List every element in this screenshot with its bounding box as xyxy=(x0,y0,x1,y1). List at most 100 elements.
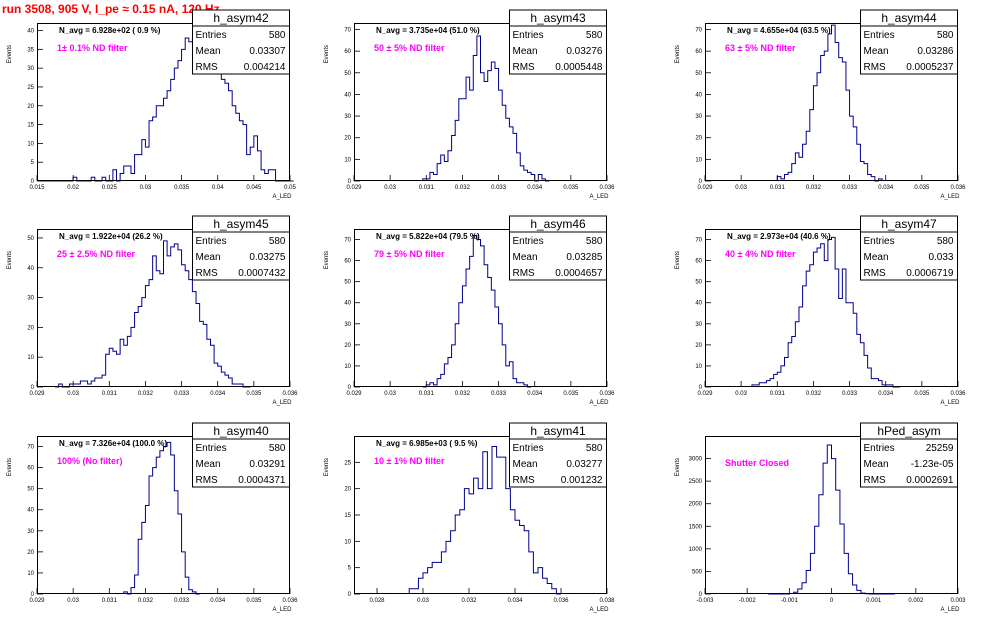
y-tick-label: 20 xyxy=(27,104,34,110)
y-axis-label: Events xyxy=(324,45,330,63)
histogram-h_asym40: 0.029 0.03 0.031 0.032 0.033 0.034 0.035 0.036 0… xyxy=(7,422,298,613)
stat-box: h_asym40 Entries 580 Mean 0.03291 RMS 0.000437… xyxy=(192,422,290,488)
x-tick-label: -0.003 xyxy=(696,598,714,604)
y-axis-label: Events xyxy=(7,45,13,63)
y-tick-label: 5 xyxy=(31,160,35,166)
stat-label-mean: Mean xyxy=(196,46,221,57)
stat-label-rms: RMS xyxy=(196,268,219,279)
x-tick-label: 0.036 xyxy=(599,185,615,191)
y-tick-label: 40 xyxy=(344,92,351,98)
n-avg-label: N_avg = 3.735e+04 (51.0 %) xyxy=(376,26,480,35)
histogram-h_asym47: 0.029 0.03 0.031 0.032 0.033 0.034 0.035 0.036 0… xyxy=(675,215,966,406)
x-tick-label: 0.034 xyxy=(878,185,894,191)
x-tick-label: 0.036 xyxy=(282,598,298,604)
x-tick-label: 0.036 xyxy=(282,391,298,397)
y-tick-label: 40 xyxy=(344,301,351,307)
histogram-h_asym43: 0.029 0.03 0.031 0.032 0.033 0.034 0.035 0.036 0… xyxy=(324,9,615,200)
x-tick-label: 0.033 xyxy=(842,185,858,191)
x-tick-label: 0.033 xyxy=(491,185,507,191)
x-tick-label: 0.033 xyxy=(174,598,190,604)
x-tick-label: 0.03 xyxy=(67,598,79,604)
x-tick-label: 0.04 xyxy=(212,185,224,191)
stat-value-rms: 0.004214 xyxy=(244,62,286,73)
x-tick-label: 0.035 xyxy=(563,391,579,397)
stat-value-rms: 0.0007432 xyxy=(238,268,286,279)
y-tick-label: 20 xyxy=(344,136,351,142)
x-tick-label: 0.031 xyxy=(419,391,435,397)
x-tick-label: 0.029 xyxy=(29,391,45,397)
stat-label-rms: RMS xyxy=(513,62,536,73)
y-tick-label: 0 xyxy=(31,385,35,391)
x-axis-label: A_LED xyxy=(940,400,960,406)
histogram-name: h_asym46 xyxy=(530,217,586,231)
x-tick-label: 0.036 xyxy=(950,185,966,191)
y-tick-label: 60 xyxy=(695,259,702,265)
histogram-pad-h_asym41: 0.028 0.03 0.032 0.034 0.036 0.038 0 5 10 15 20 25 A… xyxy=(324,422,615,613)
x-tick-label: 0.035 xyxy=(914,185,930,191)
y-tick-label: 10 xyxy=(695,157,702,163)
stat-value-mean: -1.23e-05 xyxy=(911,459,954,470)
y-tick-label: 15 xyxy=(344,513,351,519)
histogram-line xyxy=(123,441,200,595)
y-tick-label: 70 xyxy=(695,238,702,244)
histogram-pad-h_asym44: 0.029 0.03 0.031 0.032 0.033 0.034 0.035 0.036 0… xyxy=(675,9,966,200)
stat-label-rms: RMS xyxy=(196,62,219,73)
x-tick-label: 0.033 xyxy=(491,391,507,397)
stat-value-mean: 0.03276 xyxy=(566,46,603,57)
y-tick-label: 0 xyxy=(31,592,35,598)
stat-label-mean: Mean xyxy=(196,252,221,263)
x-tick-label: 0.031 xyxy=(770,391,786,397)
x-tick-label: 0.029 xyxy=(697,391,713,397)
histogram-h_asym42: 0.015 0.02 0.025 0.03 0.035 0.04 0.045 0.05 0 5 10… xyxy=(7,9,296,200)
stat-label-entries: Entries xyxy=(196,30,227,41)
histogram-name: h_asym47 xyxy=(881,217,937,231)
stat-label-mean: Mean xyxy=(864,46,889,57)
y-tick-label: 1500 xyxy=(689,524,703,530)
stat-value-entries: 580 xyxy=(269,236,286,247)
y-axis-label: Events xyxy=(7,458,13,476)
histogram-line xyxy=(751,236,901,388)
filter-label: 25 ± 2.5% ND filter xyxy=(57,249,135,259)
plot-frame xyxy=(705,229,958,387)
histogram-pad-h_asym46: 0.029 0.03 0.031 0.032 0.033 0.034 0.035 0.036 0… xyxy=(324,215,615,406)
x-axis-label: A_LED xyxy=(940,607,960,613)
n-avg-label: N_avg = 7.326e+04 (100.0 %) xyxy=(59,439,167,448)
y-tick-label: 60 xyxy=(344,259,351,265)
y-tick-label: 30 xyxy=(344,322,351,328)
x-tick-label: 0.03 xyxy=(417,598,429,604)
stat-value-entries: 580 xyxy=(586,30,603,41)
n-avg-label: N_avg = 5.822e+04 (79.5 %) xyxy=(376,232,480,241)
x-axis-label: A_LED xyxy=(589,607,609,613)
filter-label: 63 ± 5% ND filter xyxy=(725,43,796,53)
stat-value-rms: 0.001232 xyxy=(561,475,603,486)
plot-frame xyxy=(37,436,290,594)
y-tick-label: 15 xyxy=(27,123,34,129)
histogram-name: h_asym45 xyxy=(213,217,269,231)
y-tick-label: 10 xyxy=(695,364,702,370)
x-tick-label: -0.001 xyxy=(781,598,799,604)
stat-value-mean: 0.03291 xyxy=(249,459,286,470)
filter-label: 50 ± 5% ND filter xyxy=(374,43,445,53)
x-tick-label: 0.035 xyxy=(246,391,262,397)
y-tick-label: 0 xyxy=(348,179,352,185)
stat-value-rms: 0.0005237 xyxy=(906,62,954,73)
stat-label-rms: RMS xyxy=(864,268,887,279)
x-tick-label: 0.035 xyxy=(914,391,930,397)
x-tick-label: 0.03 xyxy=(384,391,396,397)
y-tick-label: 10 xyxy=(344,157,351,163)
filter-label: 1± 0.1% ND filter xyxy=(57,43,128,53)
x-axis-label: A_LED xyxy=(272,400,292,406)
stat-label-entries: Entries xyxy=(196,236,227,247)
filter-label: 100% (No filter) xyxy=(57,456,123,466)
stat-box: h_asym43 Entries 580 Mean 0.03276 RMS 0.000544… xyxy=(509,9,607,75)
x-tick-label: 0.028 xyxy=(369,598,385,604)
y-tick-label: 35 xyxy=(27,47,34,53)
y-tick-label: 3000 xyxy=(689,457,703,463)
x-tick-label: 0.033 xyxy=(842,391,858,397)
n-avg-label: N_avg = 6.985e+03 ( 9.5 %) xyxy=(376,439,478,448)
stat-label-entries: Entries xyxy=(513,236,544,247)
x-tick-label: 0.03 xyxy=(140,185,152,191)
stat-value-rms: 0.0004371 xyxy=(238,475,286,486)
x-tick-label: 0.031 xyxy=(102,391,118,397)
histogram-name: h_asym40 xyxy=(213,424,269,438)
